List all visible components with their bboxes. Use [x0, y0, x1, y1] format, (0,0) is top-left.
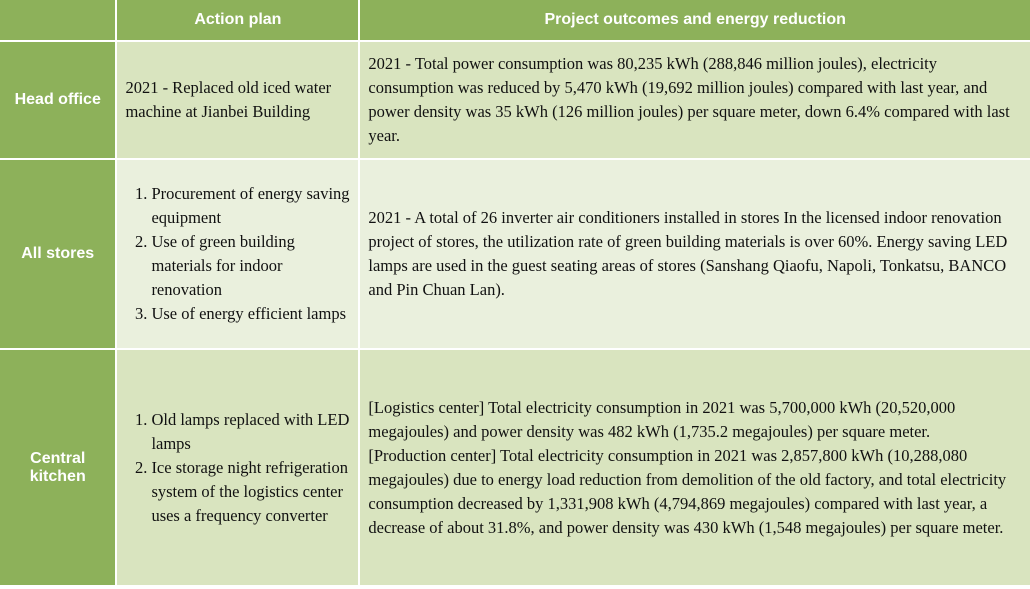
- action-cell: 2021 - Replaced old iced water machine a…: [117, 42, 359, 158]
- row: All stores Procurement of energy saving …: [0, 160, 1030, 348]
- outcome-text: 2021 - A total of 26 inverter air condit…: [368, 208, 1008, 299]
- outcome-text: 2021 - Total power consumption was 80,23…: [368, 54, 1010, 145]
- outcome-text: [Production center] Total electricity co…: [368, 445, 1007, 537]
- action-item: Use of energy efficient lamps: [151, 302, 350, 326]
- action-text: 2021 - Replaced old iced water machine a…: [125, 78, 332, 121]
- action-item: Old lamps replaced with LED lamps: [151, 408, 350, 456]
- outcome-text: [Logistics center] Total electricity con…: [368, 397, 956, 441]
- action-list: Old lamps replaced with LED lamps Ice st…: [125, 408, 350, 528]
- column-header: Project outcomes and energy reduction: [360, 0, 1030, 40]
- action-item: Procurement of energy saving equipment: [151, 182, 350, 230]
- action-item: Use of green building materials for indo…: [151, 230, 350, 302]
- row: Head office 2021 - Replaced old iced wat…: [0, 42, 1030, 158]
- action-cell: Procurement of energy saving equipment U…: [117, 160, 359, 348]
- action-list: Procurement of energy saving equipment U…: [125, 182, 350, 326]
- row-label: Head office: [0, 42, 116, 158]
- row-label: All stores: [0, 160, 116, 348]
- header-row: Action plan Project outcomes and energy …: [0, 0, 1030, 40]
- outcome-cell: [Logistics center] Total electricity con…: [360, 350, 1030, 585]
- action-cell: Old lamps replaced with LED lamps Ice st…: [117, 350, 359, 585]
- row: Central kitchen Old lamps replaced with …: [0, 350, 1030, 585]
- outcome-cell: 2021 - Total power consumption was 80,23…: [360, 42, 1030, 158]
- outcome-cell: 2021 - A total of 26 inverter air condit…: [360, 160, 1030, 348]
- column-header: Action plan: [117, 0, 359, 40]
- action-item: Ice storage night refrigeration system o…: [151, 456, 350, 528]
- row-label: Central kitchen: [0, 350, 116, 585]
- corner-cell: [0, 0, 116, 40]
